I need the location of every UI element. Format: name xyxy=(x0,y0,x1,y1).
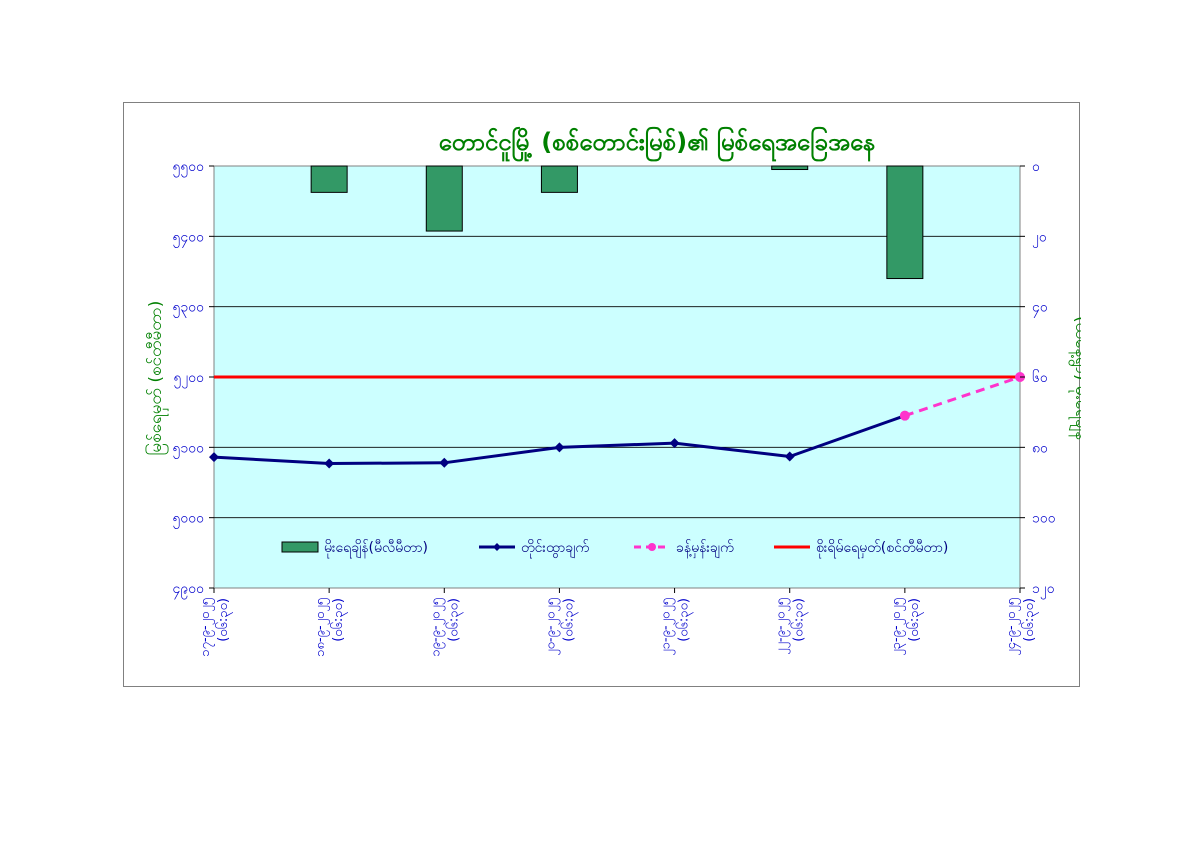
y-right-tick-label: ၁၂၀ xyxy=(1032,581,1055,599)
x-tick-label: ၂၄-၉-၂၀၂၅ xyxy=(1004,598,1021,656)
y-right-tick-label: ၄၀ xyxy=(1032,300,1048,318)
y-right-tick-label: ၁၀၀ xyxy=(1032,511,1056,527)
measured-point xyxy=(324,458,335,469)
y-right-tick-label: ၆၀ xyxy=(1032,370,1048,386)
y-right-tick-label: ၀ xyxy=(1032,159,1040,175)
y-left-tick-label: ၅၁၀၀ xyxy=(173,440,205,458)
x-tick-label: (၀၆:၃၀) xyxy=(560,598,578,642)
y-left-tick-label: ၅၀၀၀ xyxy=(173,511,205,529)
forecast-line xyxy=(904,375,1021,418)
legend-label: တိုင်းထွာချက် xyxy=(521,540,589,558)
y-right-tick-label: ၈၀ xyxy=(1032,440,1048,456)
y-left-tick-label: ၅၅၀၀ xyxy=(173,159,205,177)
measured-to-forecast-connector xyxy=(789,414,906,458)
x-tick-label: (၀၆:၃၀) xyxy=(676,598,694,642)
rainfall-bar xyxy=(425,165,463,232)
legend-marker-measured xyxy=(493,543,501,551)
y-right-tick-label: ၂၀ xyxy=(1032,229,1047,247)
y-left-tick-label: ၅၂၀၀ xyxy=(173,370,204,388)
x-tick-label: (၀၆:၃၀) xyxy=(215,598,233,642)
x-tick-label: ၁၉-၉-၂၀၂၅ xyxy=(428,598,445,657)
x-tick-label: ၁၈-၉-၂၀၂၅ xyxy=(313,598,330,657)
x-tick-label: ၂၃-၉-၂၀၂၅ xyxy=(889,598,906,656)
measured-point xyxy=(554,442,565,453)
legend-label: စိုးရိမ်ရေမှတ်(စင်တီမီတာ) xyxy=(816,540,948,558)
measured-line xyxy=(213,441,790,466)
x-tick-label: (၀၆:၃၀) xyxy=(906,598,924,642)
legend-label: မိုးရေချိန်(မီလီမီတာ) xyxy=(324,540,428,558)
x-tick-label: ၁၇-၉-၂၀၂၅ xyxy=(198,598,215,657)
y-left-tick-label: ၄၉၀၀ xyxy=(173,581,205,599)
plot-area: ၄၉၀၀ ၅၀၀၀ ၅၁၀၀ ၅၂၀၀ ၅၃၀၀ ၅၄၀၀ ၅၅၀၀ ၀၂၀၄၀၆၀၈၀၁၀၀… xyxy=(173,159,1056,657)
x-tick-label: (၀၆:၃၀) xyxy=(445,598,463,642)
x-tick-label: ၂၂-၉-၂၀၂၅ xyxy=(774,598,791,655)
x-tick-label: (၀၆:၃၀) xyxy=(1021,598,1039,642)
legend-swatch-rainfall xyxy=(281,541,319,553)
x-tick-label: (၀၆:၃၀) xyxy=(330,598,348,642)
measured-point xyxy=(784,451,795,462)
rainfall-bar xyxy=(886,165,924,280)
rainfall-bar xyxy=(540,165,578,193)
y-axis-right-label: (ယနေ့ရွာ) မိုးရေချိန် xyxy=(1068,316,1081,440)
x-tick-label: ၂၁-၉-၂၀၂၅ xyxy=(659,598,676,656)
measured-point xyxy=(439,457,450,468)
rainfall-bar xyxy=(310,165,348,193)
x-tick-label: (၀၆:၃၀) xyxy=(791,598,809,642)
measured-point xyxy=(669,438,680,449)
chart-title: တောင်ငူမြို့ (စစ်တောင်းမြစ်)၏ မြစ်ရေအခြေ… xyxy=(439,126,876,162)
x-tick-label: ၂၀-၉-၂၀၂၅ xyxy=(543,598,560,656)
measured-point xyxy=(209,452,219,463)
legend-marker-forecast xyxy=(648,543,656,551)
y-axis-left-label: မြစ်ရေမှတ် (စင်တီမီတာ) xyxy=(144,301,169,456)
y-left-tick-label: ၅၄၀၀ xyxy=(173,229,205,247)
chart-frame: တောင်ငူမြို့ (စစ်တောင်းမြစ်)၏ မြစ်ရေအခြေ… xyxy=(123,102,1081,687)
forecast-point xyxy=(899,410,910,421)
y-left-tick-label: ၅၃၀၀ xyxy=(173,300,205,318)
legend-label: ခန့်မှန်းချက် xyxy=(676,540,734,558)
rainfall-bar xyxy=(771,165,809,171)
chart-svg: တောင်ငူမြို့ (စစ်တောင်းမြစ်)၏ မြစ်ရေအခြေ… xyxy=(144,126,1081,657)
